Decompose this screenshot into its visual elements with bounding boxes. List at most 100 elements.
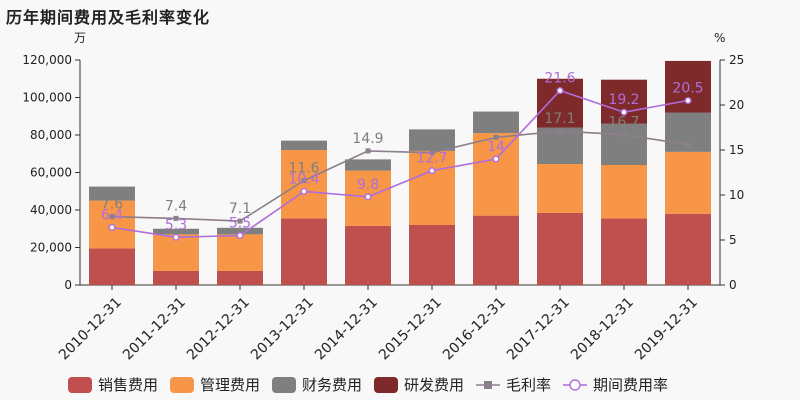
line-point-毛利率 (685, 142, 691, 148)
bar-segment-财务费用 (601, 123, 647, 165)
data-label-期间费用率: 5.5 (229, 216, 251, 232)
line-point-毛利率 (237, 218, 243, 224)
legend-marker-毛利率 (484, 381, 492, 389)
y-right-tick-label: 5 (729, 233, 737, 247)
line-point-毛利率 (109, 214, 115, 220)
data-label-期间费用率: 20.5 (672, 81, 703, 97)
data-label-期间费用率: 14 (487, 139, 505, 155)
bar-segment-销售费用 (473, 215, 519, 285)
bar-segment-销售费用 (153, 270, 199, 285)
data-label-期间费用率: 6.4 (101, 207, 123, 223)
line-point-期间费用率 (108, 223, 116, 231)
y-left-unit: 万 (74, 31, 86, 45)
bar-segment-财务费用 (153, 228, 199, 235)
line-point-期间费用率 (172, 233, 180, 241)
line-point-期间费用率 (300, 187, 308, 195)
legend-swatch-管理费用 (170, 377, 194, 393)
y-left-tick-label: 80,000 (30, 128, 72, 142)
y-left-tick-label: 20,000 (30, 241, 72, 255)
y-left-tick-label: 40,000 (30, 203, 72, 217)
data-label-期间费用率: 12.7 (416, 151, 447, 167)
data-label-期间费用率: 9.8 (357, 177, 379, 193)
data-label-期间费用率: 5.3 (165, 217, 187, 233)
legend-swatch-财务费用 (272, 377, 296, 393)
line-point-期间费用率 (556, 87, 564, 95)
bar-segment-销售费用 (537, 212, 583, 285)
bar-segment-销售费用 (345, 225, 391, 285)
legend-marker-期间费用率 (569, 379, 581, 391)
line-point-毛利率 (493, 134, 499, 140)
bar-segment-财务费用 (89, 186, 135, 201)
bar-segment-销售费用 (409, 225, 455, 285)
bar-segment-管理费用 (409, 150, 455, 225)
x-tick-label: 2010-12-31 (56, 295, 125, 364)
y-right-unit: % (714, 31, 725, 45)
y-right-tick-label: 25 (729, 53, 744, 67)
data-label-毛利率: 11.6 (288, 161, 319, 177)
y-right-tick-label: 15 (729, 143, 744, 157)
x-tick-label: 2017-12-31 (504, 295, 573, 364)
legend-swatch-研发费用 (374, 377, 398, 393)
data-label-毛利率: 7.1 (229, 201, 251, 217)
line-point-毛利率 (365, 148, 371, 154)
line-point-期间费用率 (684, 96, 692, 104)
line-series-毛利率 (111, 130, 689, 222)
x-tick-label: 2019-12-31 (632, 295, 701, 364)
x-tick-label: 2011-12-31 (120, 295, 189, 364)
x-tick-label: 2014-12-31 (312, 295, 381, 364)
legend-swatch-销售费用 (68, 377, 92, 393)
bar-segment-财务费用 (409, 129, 455, 151)
line-point-期间费用率 (620, 108, 628, 116)
line-point-期间费用率 (492, 155, 500, 163)
line-point-毛利率 (621, 132, 627, 138)
data-label-毛利率: 16.4 (480, 117, 511, 133)
bar-segment-研发费用 (537, 78, 583, 128)
data-label-毛利率: 7.6 (101, 197, 123, 213)
x-tick-label: 2015-12-31 (376, 295, 445, 364)
data-label-毛利率: 15.6 (672, 125, 703, 141)
chart-title: 历年期间费用及毛利率变化 (6, 8, 211, 27)
bar-segment-销售费用 (89, 248, 135, 285)
legend-label-财务费用: 财务费用 (302, 376, 362, 394)
bar-segment-财务费用 (217, 227, 263, 235)
line-point-毛利率 (301, 178, 307, 184)
bar-segment-管理费用 (537, 164, 583, 213)
y-right-tick-label: 10 (729, 188, 744, 202)
legend-label-管理费用: 管理费用 (200, 376, 260, 394)
line-series-期间费用率 (111, 89, 689, 239)
y-left-tick-label: 60,000 (30, 166, 72, 180)
y-left-tick-label: 0 (64, 278, 72, 292)
legend-label-期间费用率: 期间费用率 (593, 376, 668, 394)
bar-segment-销售费用 (217, 270, 263, 285)
x-tick-label: 2016-12-31 (440, 295, 509, 364)
legend-label-研发费用: 研发费用 (404, 376, 464, 394)
data-label-期间费用率: 21.6 (544, 71, 575, 87)
bar-segment-管理费用 (665, 151, 711, 214)
bar-segment-销售费用 (601, 218, 647, 285)
data-label-毛利率: 14.7 (416, 133, 447, 149)
bar-segment-财务费用 (345, 159, 391, 171)
bar-segment-管理费用 (601, 165, 647, 219)
y-left-tick-label: 120,000 (22, 53, 72, 67)
bar-segment-管理费用 (473, 133, 519, 216)
bar-segment-管理费用 (281, 150, 327, 219)
line-point-毛利率 (429, 150, 435, 156)
bar-segment-管理费用 (217, 234, 263, 271)
line-point-期间费用率 (364, 193, 372, 201)
legend-label-毛利率: 毛利率 (506, 376, 551, 394)
legend-label-销售费用: 销售费用 (98, 376, 158, 394)
line-point-毛利率 (557, 128, 563, 134)
x-tick-label: 2013-12-31 (248, 295, 317, 364)
bar-segment-财务费用 (473, 111, 519, 134)
data-label-毛利率: 7.4 (165, 198, 187, 214)
data-label-毛利率: 16.7 (608, 115, 639, 131)
data-label-期间费用率: 10.4 (288, 171, 319, 187)
bar-segment-销售费用 (281, 218, 327, 285)
data-label-期间费用率: 19.2 (608, 92, 639, 108)
bar-segment-研发费用 (601, 79, 647, 124)
bar-segment-财务费用 (281, 140, 327, 150)
y-right-tick-label: 20 (729, 98, 744, 112)
line-point-期间费用率 (428, 167, 436, 175)
